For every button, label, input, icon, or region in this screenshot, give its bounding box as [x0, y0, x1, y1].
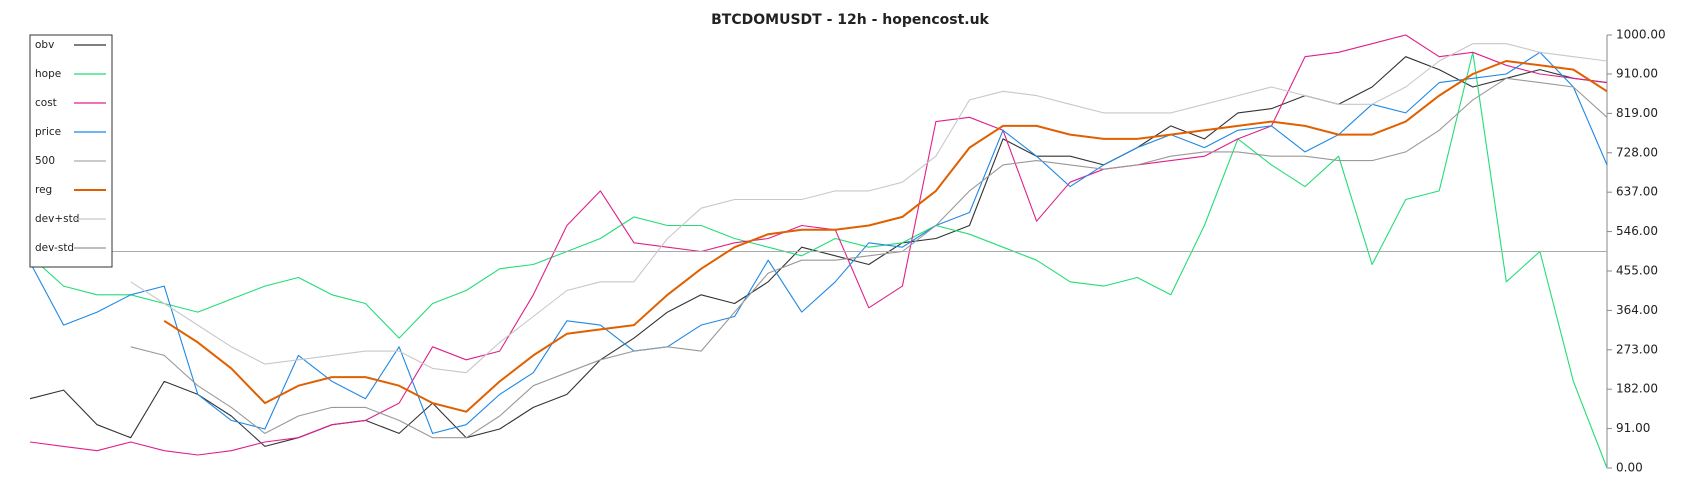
series-line [130, 43, 1608, 374]
legend-label: obv [35, 39, 54, 51]
y-tick-label: 91.00 [1616, 421, 1650, 435]
series-line [29, 51, 1608, 469]
y-tick-label: 1000.00 [1616, 28, 1666, 42]
legend-label: hope [35, 68, 61, 80]
series-line [29, 34, 1608, 456]
y-tick-label: 455.00 [1616, 263, 1658, 277]
y-tick-label: 819.00 [1616, 106, 1658, 120]
legend-label: dev-std [35, 242, 74, 254]
y-tick-label: 182.00 [1616, 382, 1658, 396]
y-tick-label: 910.00 [1616, 66, 1658, 80]
series-line [163, 60, 1608, 413]
series-line [29, 51, 1608, 434]
legend-label: 500 [35, 155, 55, 167]
legend-label: price [35, 126, 61, 138]
legend-label: dev+std [35, 213, 79, 225]
y-tick-label: 637.00 [1616, 185, 1658, 199]
chart-title: BTCDOMUSDT - 12h - hopencost.uk [711, 12, 989, 28]
y-tick-label: 364.00 [1616, 303, 1658, 317]
series-line [130, 77, 1608, 439]
y-tick-label: 273.00 [1616, 342, 1658, 356]
y-tick-label: 0.00 [1616, 461, 1643, 475]
legend-label: cost [35, 97, 57, 109]
y-tick-label: 728.00 [1616, 145, 1658, 159]
legend: obv hope cost price 500 reg dev+std dev-std [29, 34, 113, 268]
legend-label: reg [35, 184, 52, 196]
y-tick-label: 546.00 [1616, 224, 1658, 238]
